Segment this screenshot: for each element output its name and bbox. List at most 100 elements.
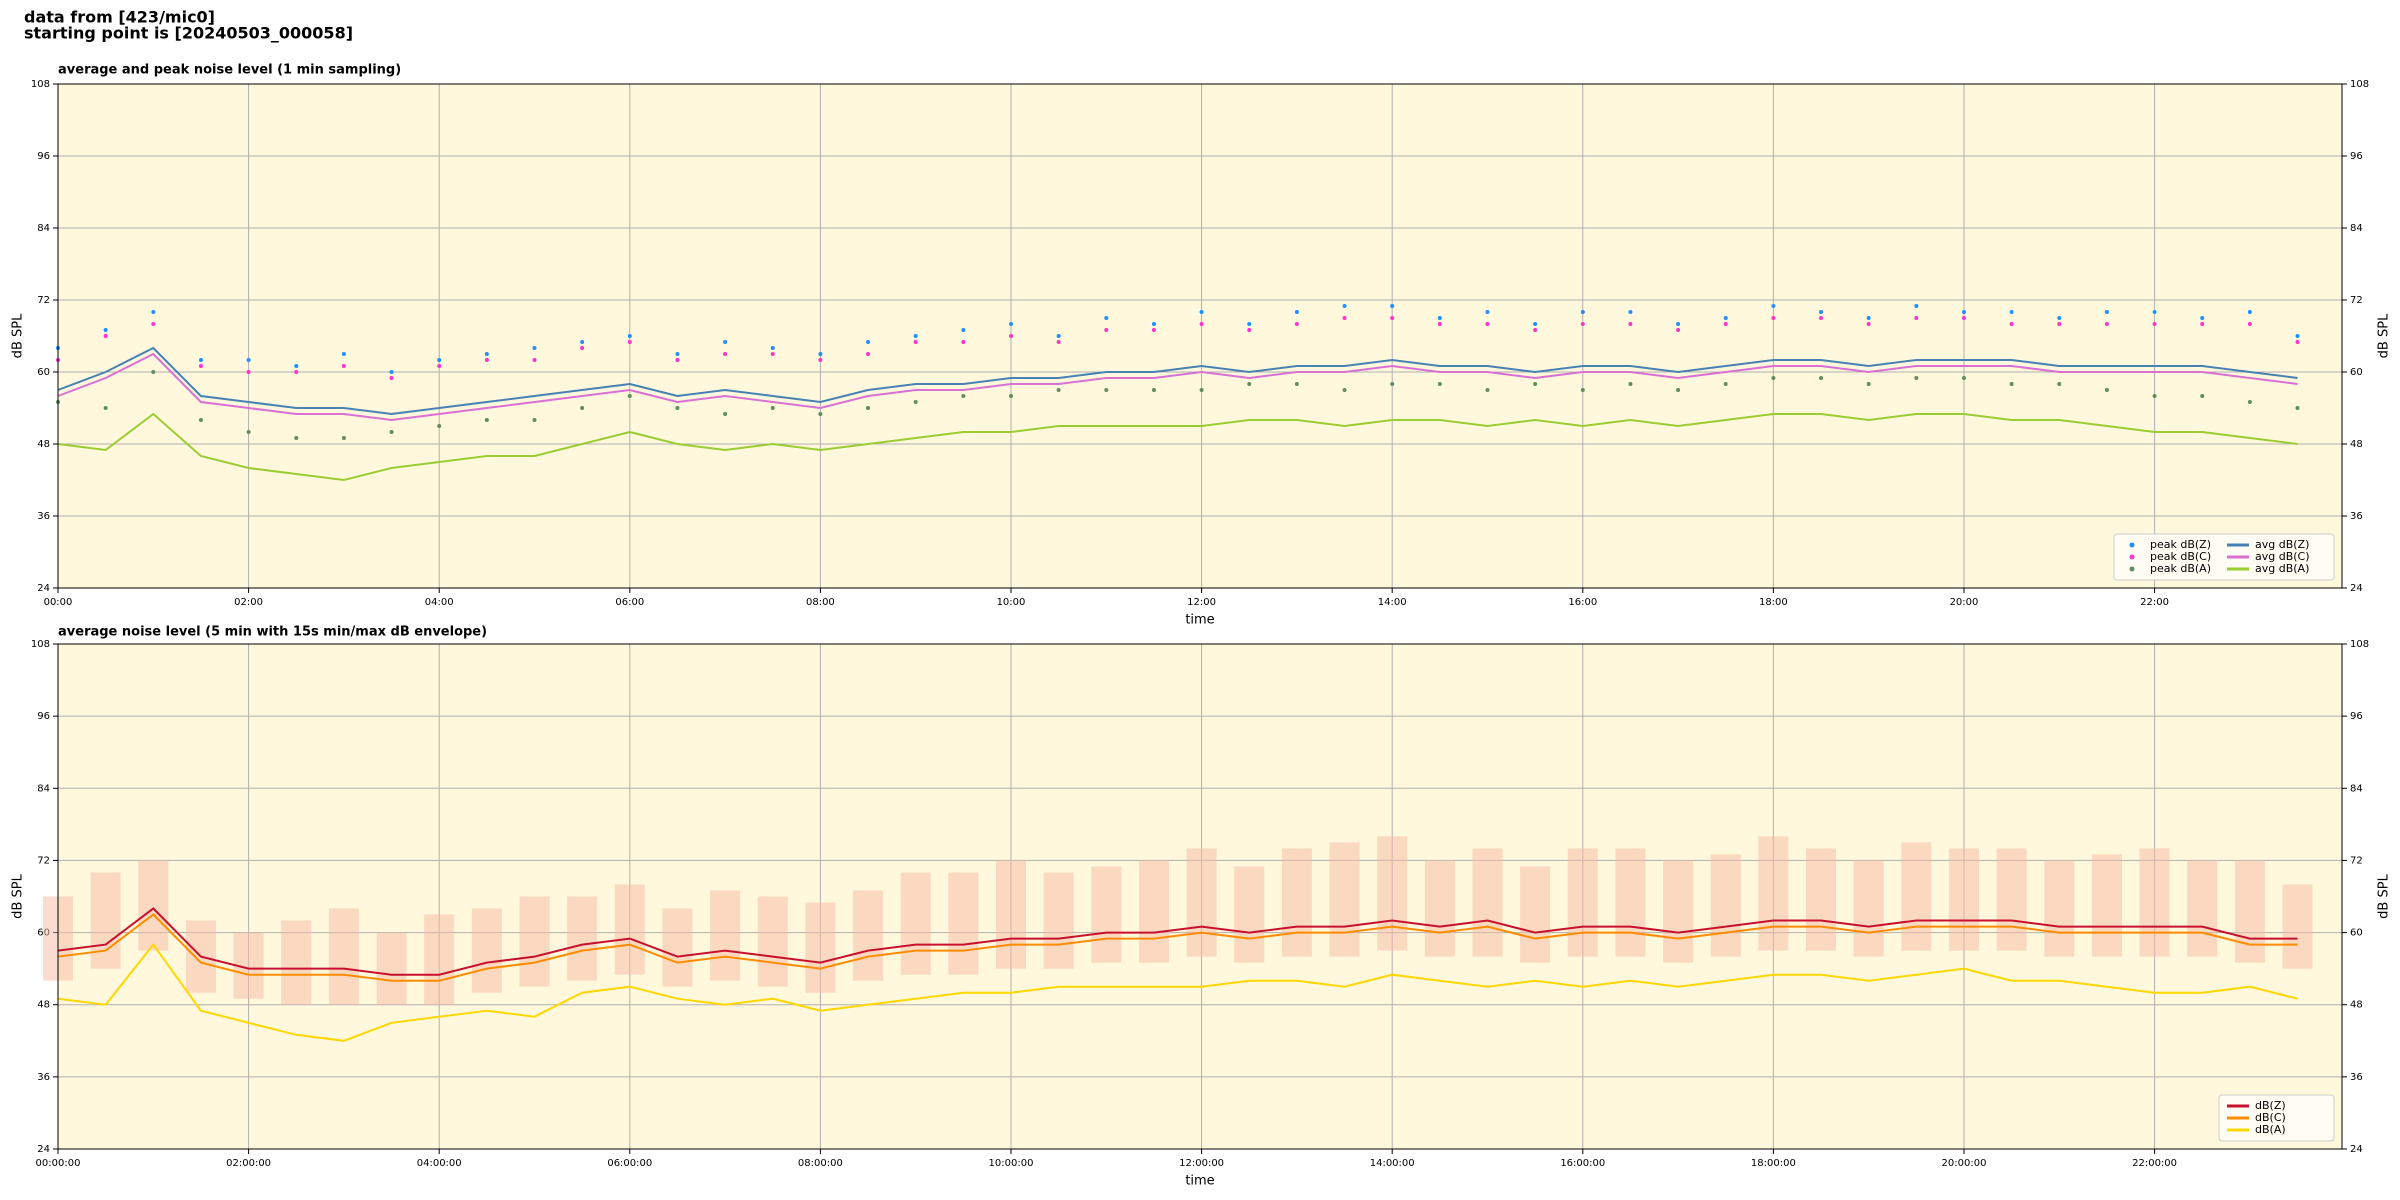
peak-point (151, 370, 156, 374)
x-tick-label: 02:00 (234, 597, 263, 608)
y-tick-label: 72 (2350, 855, 2363, 866)
peak-point (437, 358, 442, 362)
peak-point (389, 376, 394, 380)
peak-point (1533, 322, 1538, 326)
y-axis-label: dB SPL (11, 313, 26, 358)
series-line (57, 352, 2298, 422)
peak-point (198, 418, 203, 422)
peak-point (198, 358, 203, 362)
peak-point (1294, 322, 1299, 326)
y-tick-label: 108 (31, 639, 50, 650)
series-line (57, 907, 2298, 976)
y-tick-label: 24 (2350, 1144, 2363, 1155)
series-line (57, 913, 2298, 982)
y-tick-label: 48 (2350, 439, 2363, 450)
y-tick-label: 24 (2350, 583, 2363, 594)
x-tick-label: 16:00:00 (1560, 1158, 1605, 1169)
peak-point (1533, 328, 1538, 332)
peak-point (866, 406, 871, 410)
peak-point (1819, 310, 1824, 314)
peak-point (2152, 394, 2157, 398)
x-tick-label: 12:00:00 (1179, 1158, 1224, 1169)
peak-point (1104, 328, 1109, 332)
peak-point (913, 340, 918, 344)
peak-point (437, 424, 442, 428)
series-line (57, 346, 2298, 416)
y-tick-label: 24 (37, 1144, 50, 1155)
peak-point (913, 400, 918, 404)
peak-point (1056, 340, 1061, 344)
peak-point (1580, 310, 1585, 314)
y-tick-label: 48 (37, 1000, 50, 1011)
peak-point (1771, 316, 1776, 320)
y-tick-label: 72 (37, 295, 50, 306)
y-tick-label: 96 (2350, 711, 2363, 722)
y-tick-label: 108 (2350, 639, 2369, 650)
peak-point (1866, 316, 1871, 320)
peak-point (1866, 382, 1871, 386)
peak-point (1771, 304, 1776, 308)
y-tick-label: 48 (37, 439, 50, 450)
x-tick-label: 08:00 (806, 597, 835, 608)
legend-label: avg dB(Z) (2255, 538, 2309, 551)
x-tick-label: 22:00:00 (2132, 1158, 2177, 1169)
peak-point (294, 364, 299, 368)
peak-point (1008, 334, 1013, 338)
peak-point (1342, 316, 1347, 320)
peak-point (2104, 310, 2109, 314)
peak-point (770, 352, 775, 356)
x-tick-label: 18:00:00 (1751, 1158, 1796, 1169)
x-axis-label: time (1185, 1174, 1214, 1189)
peak-point (580, 406, 585, 410)
peak-point (770, 406, 775, 410)
peak-point (1008, 322, 1013, 326)
peak-point (866, 352, 871, 356)
peak-point (294, 370, 299, 374)
legend-label: dB(A) (2255, 1123, 2286, 1136)
peak-point (1676, 388, 1681, 392)
x-tick-label: 08:00:00 (798, 1158, 843, 1169)
y-tick-label: 84 (2350, 783, 2363, 794)
peak-point (913, 334, 918, 338)
chart-title: average and peak noise level (1 min samp… (58, 63, 401, 78)
peak-point (2247, 400, 2252, 404)
legend-label: dB(Z) (2255, 1099, 2286, 1112)
peak-point (1914, 316, 1919, 320)
peak-point (294, 436, 299, 440)
peak-point (532, 346, 537, 350)
x-tick-label: 12:00 (1187, 597, 1216, 608)
x-axis-label: time (1185, 613, 1214, 628)
peak-point (437, 364, 442, 368)
peak-point (1676, 322, 1681, 326)
y-tick-label: 108 (31, 79, 50, 90)
peak-point (1247, 382, 1252, 386)
legend-box (2113, 533, 2335, 581)
peak-point (2104, 322, 2109, 326)
peak-point (341, 352, 346, 356)
peak-point (580, 340, 585, 344)
peak-point (1961, 316, 1966, 320)
y-tick-label: 96 (37, 151, 50, 162)
peak-point (2104, 388, 2109, 392)
y-axis-label: dB SPL (2377, 873, 2392, 918)
peak-point (1294, 310, 1299, 314)
x-tick-label: 14:00 (1378, 597, 1407, 608)
peak-point (2295, 406, 2300, 410)
y-tick-label: 60 (37, 367, 50, 378)
peak-point (2152, 322, 2157, 326)
peak-point (1437, 316, 1442, 320)
peak-point (1199, 322, 1204, 326)
x-tick-label: 22:00 (2140, 597, 2169, 608)
peak-point (103, 334, 108, 338)
peak-point (818, 352, 823, 356)
peak-point (961, 328, 966, 332)
legend-label: peak dB(C) (2150, 550, 2211, 563)
peak-point (1342, 388, 1347, 392)
peak-point (1533, 382, 1538, 386)
peak-point (1056, 388, 1061, 392)
legend-marker (2129, 566, 2135, 572)
peak-point (1390, 382, 1395, 386)
x-tick-label: 10:00:00 (989, 1158, 1034, 1169)
peak-point (1199, 388, 1204, 392)
y-tick-label: 96 (2350, 151, 2363, 162)
